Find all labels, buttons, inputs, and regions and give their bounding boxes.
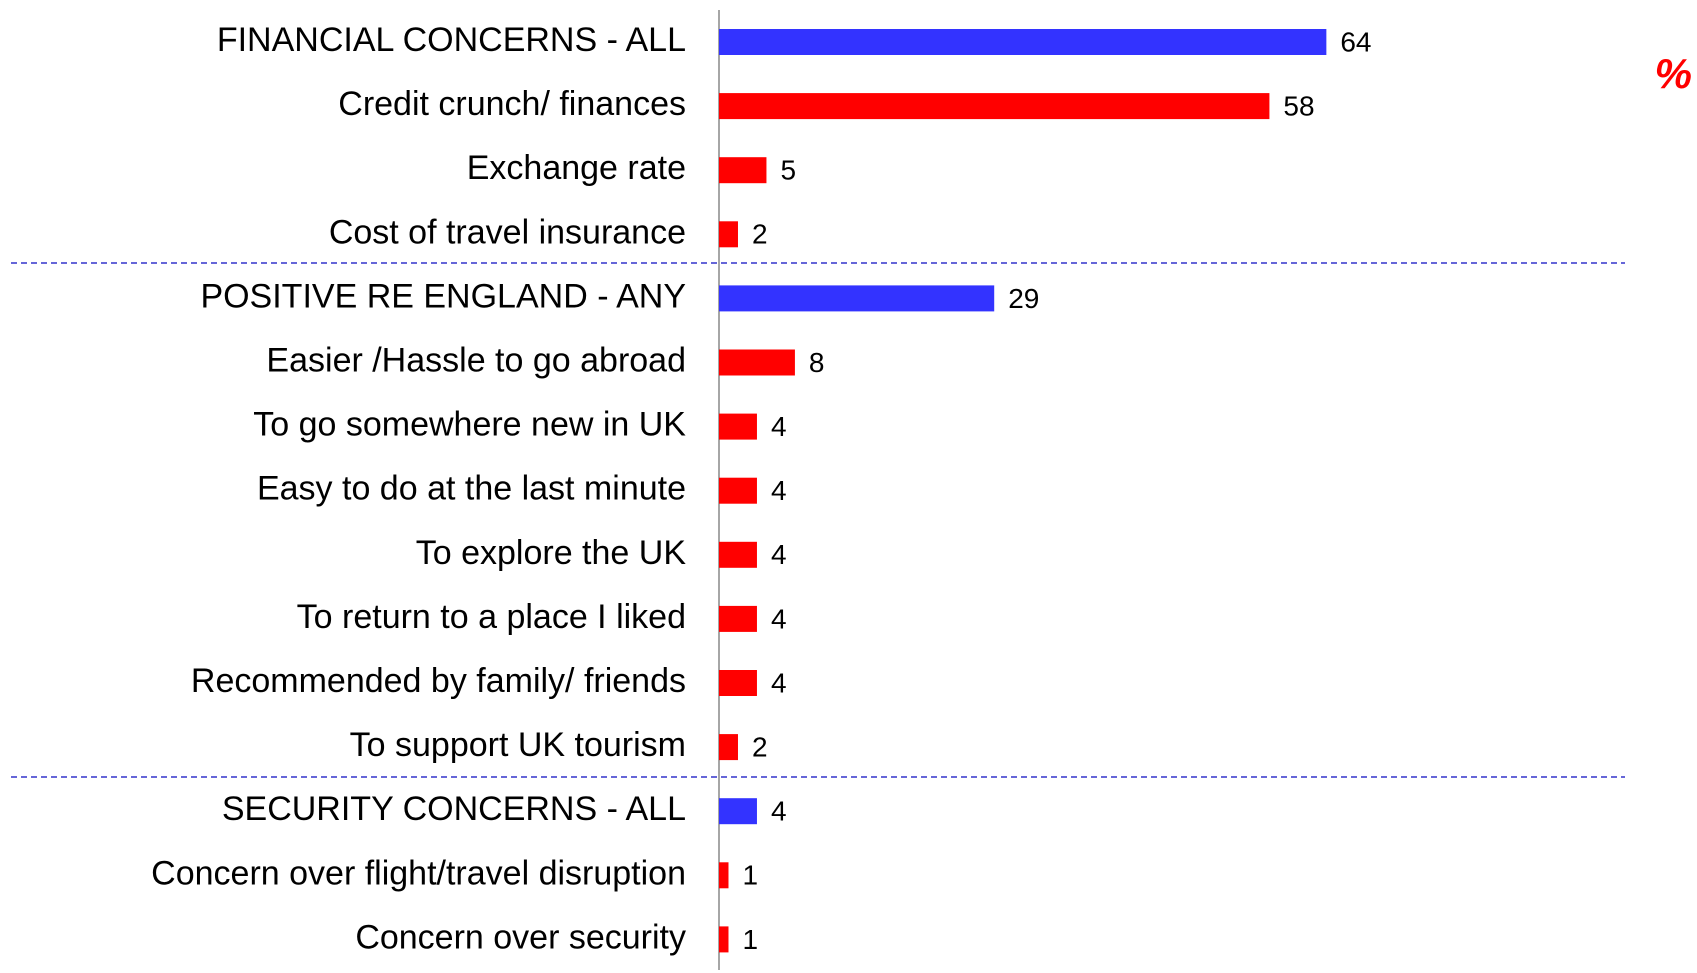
data-label: 4	[771, 603, 787, 634]
data-label: 1	[742, 924, 758, 955]
category-label: To go somewhere new in UK	[253, 406, 686, 444]
category-label: Easier /Hassle to go abroad	[266, 341, 686, 379]
category-label: Recommended by family/ friends	[191, 662, 686, 700]
data-label: 2	[752, 219, 768, 250]
bar	[719, 477, 757, 504]
data-label: 5	[780, 155, 796, 186]
bar	[719, 221, 738, 248]
data-label: 29	[1008, 283, 1039, 314]
data-label: 1	[742, 860, 758, 891]
bar	[719, 285, 995, 312]
bar	[719, 862, 729, 889]
data-label: 2	[752, 731, 768, 762]
unit-label: %	[1655, 50, 1692, 97]
category-label: Concern over flight/travel disruption	[151, 854, 686, 892]
data-label: 4	[771, 667, 787, 698]
bar	[719, 798, 757, 825]
category-label: Cost of travel insurance	[329, 213, 686, 251]
category-label: Concern over security	[355, 918, 686, 956]
bar	[719, 670, 757, 696]
category-label: POSITIVE RE ENGLAND - ANY	[200, 277, 686, 315]
category-label: Easy to do at the last minute	[257, 470, 686, 508]
bar	[719, 926, 729, 953]
category-label: Exchange rate	[467, 149, 686, 187]
data-label: 4	[771, 475, 787, 506]
category-label: FINANCIAL CONCERNS - ALL	[217, 21, 686, 59]
data-label: 4	[771, 411, 787, 442]
data-label: 64	[1340, 26, 1371, 57]
bar	[719, 734, 738, 761]
category-label: To return to a place I liked	[297, 598, 686, 636]
bar	[719, 29, 1327, 55]
data-label: 4	[771, 539, 787, 570]
bar	[719, 93, 1270, 120]
data-label: 8	[809, 347, 825, 378]
data-label: 4	[771, 796, 787, 827]
bar	[719, 413, 757, 440]
data-label: 58	[1283, 90, 1314, 121]
category-label: SECURITY CONCERNS - ALL	[222, 790, 686, 828]
category-label: Credit crunch/ finances	[338, 85, 686, 123]
category-label: To explore the UK	[416, 534, 687, 572]
bar	[719, 605, 757, 632]
bar	[719, 349, 795, 376]
category-label: To support UK tourism	[350, 726, 686, 764]
bar	[719, 541, 757, 568]
bar	[719, 157, 767, 184]
